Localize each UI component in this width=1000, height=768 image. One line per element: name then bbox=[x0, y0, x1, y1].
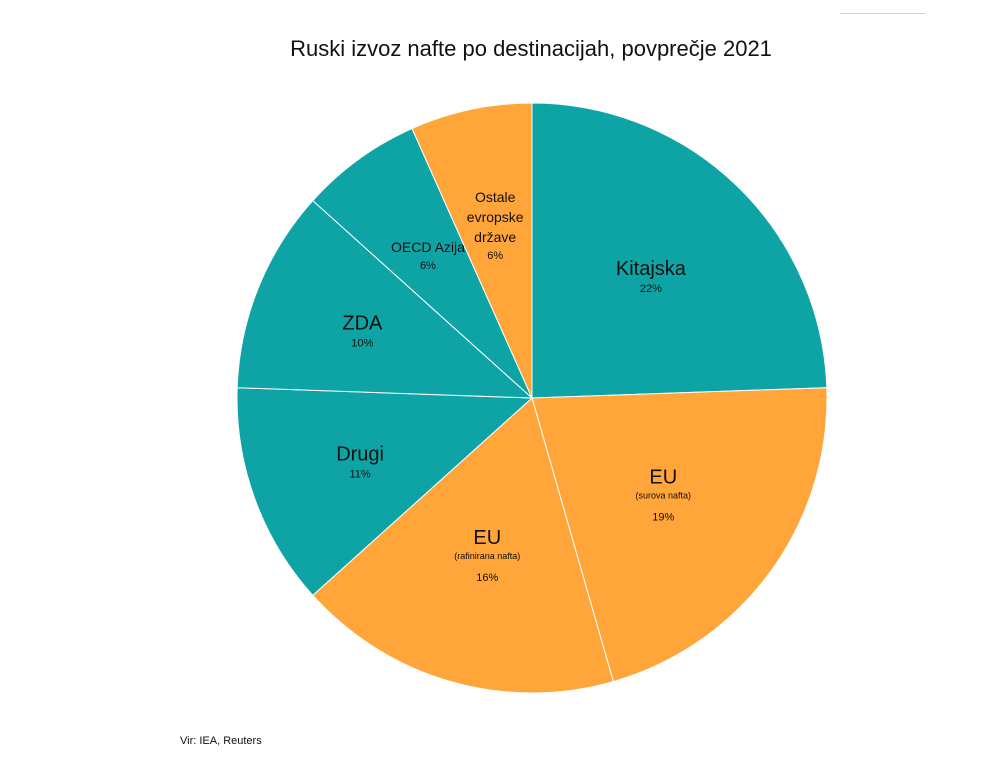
slice-name-label: države bbox=[474, 229, 516, 245]
slice-name-label: Kitajska bbox=[616, 258, 687, 280]
slice-name-label: evropske bbox=[467, 209, 524, 225]
top-divider bbox=[840, 13, 925, 14]
slice-name-label: EU bbox=[473, 527, 501, 549]
slice-percent-label: 19% bbox=[652, 511, 674, 523]
slice-name-label: ZDA bbox=[342, 313, 383, 335]
slice-sub-label: (rafinirana nafta) bbox=[454, 551, 520, 561]
slice-name-label: Drugi bbox=[336, 444, 384, 466]
slice-name-label: EU bbox=[649, 466, 677, 488]
pie-slice bbox=[312, 127, 533, 399]
pie-slice bbox=[236, 199, 534, 399]
pie-slice bbox=[312, 397, 614, 694]
slice-name-label: OECD Azija bbox=[391, 239, 465, 255]
chart-title: Ruski izvoz nafte po destinacijah, povpr… bbox=[290, 36, 772, 61]
slice-percent-label: 10% bbox=[351, 338, 373, 350]
slice-percent-label: 22% bbox=[640, 283, 662, 295]
pie-slice bbox=[411, 102, 533, 399]
source-note: Vir: IEA, Reuters bbox=[180, 735, 262, 747]
slice-percent-label: 16% bbox=[476, 572, 498, 584]
slice-name-label: Ostale bbox=[475, 189, 516, 205]
slice-sub-label: (surova nafta) bbox=[636, 490, 692, 500]
pie-slice bbox=[236, 387, 534, 597]
pie-slice bbox=[531, 387, 828, 683]
slice-percent-label: 11% bbox=[349, 469, 370, 481]
slice-percent-label: 6% bbox=[420, 260, 436, 272]
slice-percent-label: 6% bbox=[487, 250, 503, 262]
pie-slice bbox=[531, 102, 828, 399]
